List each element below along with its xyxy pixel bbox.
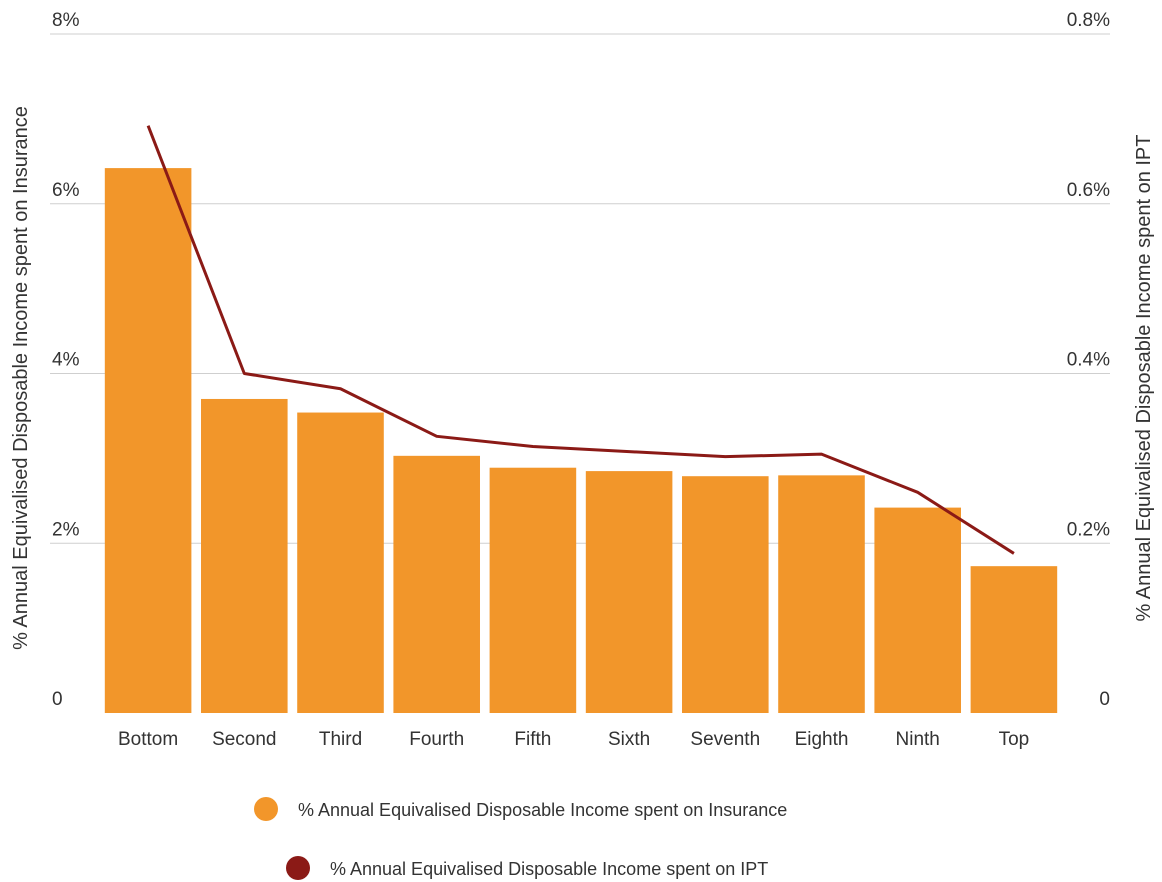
left-axis-title: % Annual Equivalised Disposable Income s… <box>10 106 32 650</box>
left-axis-ticks: 0 2% 4% 6% 8% <box>52 10 80 710</box>
right-tick-label: 0.4% <box>1067 350 1110 371</box>
bar-bottom <box>104 168 192 714</box>
left-tick-label: 4% <box>52 350 80 371</box>
legend-insurance-label: % Annual Equivalised Disposable Income s… <box>298 800 787 820</box>
bar-seventh <box>682 476 769 713</box>
right-axis-title: % Annual Equivalised Disposable Income s… <box>1133 135 1155 622</box>
right-tick-label: 0.6% <box>1067 180 1110 201</box>
left-tick-label: 2% <box>52 519 80 540</box>
x-tick-label: Third <box>319 729 362 750</box>
bar-third <box>297 412 384 713</box>
right-tick-label: 0.2% <box>1067 519 1110 540</box>
insurance-bars <box>104 168 1058 714</box>
right-axis-ticks: 0 0.2% 0.4% 0.6% 0.8% <box>1067 10 1110 710</box>
x-tick-label: Bottom <box>118 729 178 750</box>
bar-fifth <box>489 467 577 713</box>
right-tick-label: 0.8% <box>1067 10 1110 31</box>
x-tick-label: Eighth <box>795 729 849 750</box>
x-tick-label: Sixth <box>608 729 650 750</box>
left-tick-label: 8% <box>52 10 80 31</box>
left-tick-label: 6% <box>52 180 80 201</box>
bar-second <box>201 398 288 713</box>
x-tick-label: Top <box>999 729 1030 750</box>
bar-sixth <box>585 471 673 713</box>
legend-insurance-swatch <box>254 797 278 821</box>
legend: % Annual Equivalised Disposable Income s… <box>254 797 787 880</box>
bar-fourth <box>393 455 480 713</box>
x-tick-label: Second <box>212 729 276 750</box>
legend-ipt-label: % Annual Equivalised Disposable Income s… <box>330 859 768 879</box>
legend-ipt-swatch <box>286 856 310 880</box>
ipt-line <box>146 125 1015 555</box>
bar-ninth <box>874 507 961 713</box>
x-tick-label: Fourth <box>409 729 464 750</box>
bar-top <box>970 566 1058 713</box>
x-axis-ticks: Bottom Second Third Fourth Fifth Sixth Seventh… <box>118 729 1029 750</box>
x-tick-label: Fifth <box>514 729 551 750</box>
right-tick-label: 0 <box>1099 689 1110 710</box>
x-tick-label: Ninth <box>896 729 940 750</box>
x-tick-label: Seventh <box>690 729 760 750</box>
bar-eighth <box>778 475 865 713</box>
ipt-line-layer <box>146 125 1015 555</box>
left-tick-label: 0 <box>52 689 63 710</box>
